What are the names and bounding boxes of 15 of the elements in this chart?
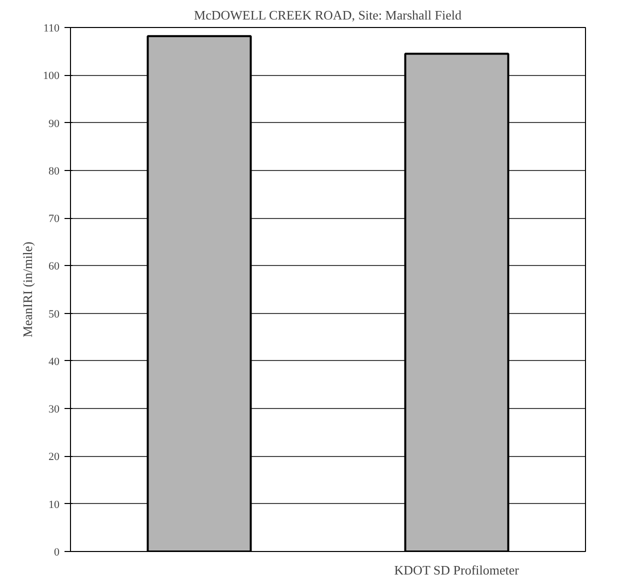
y-tick-label: 100 [43, 70, 60, 82]
y-tick-label: 80 [48, 165, 60, 178]
y-tick-label: 70 [48, 213, 60, 226]
y-tick-label: 0 [54, 546, 60, 558]
x-tick-label: KDOT SD Profilometer [394, 562, 520, 578]
chart-title: McDOWELL CREEK ROAD, Site: Marshall Field [194, 8, 462, 22]
y-tick-label: 50 [48, 308, 60, 320]
y-tick-label: 40 [48, 356, 60, 368]
y-tick-label: 90 [48, 118, 60, 130]
y-tick-label: 30 [48, 404, 60, 416]
y-tick-label: 20 [48, 451, 60, 464]
y-tick-label: 60 [48, 260, 60, 273]
y-tick-label: 110 [43, 22, 60, 34]
y-tick-label: 10 [48, 498, 60, 511]
y-axis-title: MeanIRI (in/mile) [20, 242, 35, 338]
